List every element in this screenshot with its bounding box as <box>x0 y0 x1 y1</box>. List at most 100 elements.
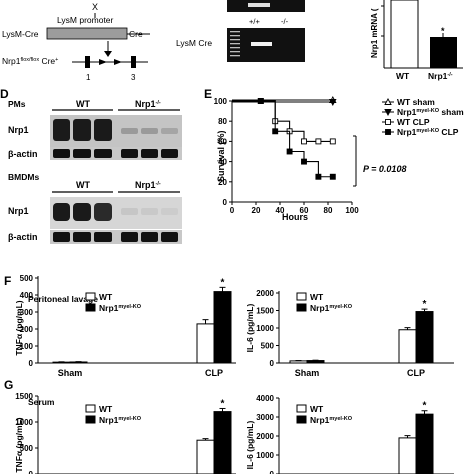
blot-band <box>161 149 178 158</box>
survival-point <box>301 138 307 145</box>
bmdm-title: BMDMs <box>8 172 39 182</box>
survival-point <box>301 158 307 165</box>
lysm-promoter-label: LysM promoter <box>57 15 114 25</box>
section-title-g: Serum <box>28 397 55 407</box>
pm-row1-label: Nrp1 <box>8 125 29 135</box>
legend-label: WT CLP <box>397 117 430 127</box>
legend-swatch-ko <box>85 303 96 312</box>
section-title-f: Peritoneal lavage <box>28 294 98 304</box>
blot-band <box>141 149 158 158</box>
panel-e-survival: E Survival (%) Hours P = 0.0108 0 20 40 60 8… <box>204 87 464 222</box>
ladder-band <box>230 39 240 41</box>
survival-x-tick-label: 100 <box>345 206 359 215</box>
legend-swatch-ko <box>296 303 307 312</box>
bar-wt <box>289 360 308 364</box>
blot-band-faint <box>121 208 138 215</box>
bar-wt <box>398 329 417 364</box>
bar-y-tick-label: 0 <box>29 470 34 474</box>
bar-y-tick-label: 200 <box>20 325 34 334</box>
bar-y-tick-label: 500 <box>20 274 34 283</box>
deletion-mark: X <box>92 2 98 12</box>
survival-point <box>315 138 322 145</box>
legend-label-ko: Nrp1myel-KO <box>99 415 142 425</box>
ladder-band <box>230 35 240 37</box>
significance-star: * <box>423 401 427 412</box>
blot-band-faint <box>141 128 158 134</box>
bmdm-ko-label: Nrp1-/- <box>135 180 161 190</box>
bar-y-tick-label: 500 <box>261 342 275 351</box>
blot-band <box>53 232 70 242</box>
significance-star: * <box>221 398 225 409</box>
blot-band <box>73 232 91 242</box>
bar-ylabel: TNFα (pg/mL) <box>14 300 24 355</box>
survival-point <box>286 148 293 155</box>
bar-ko <box>213 291 232 364</box>
survival-y-tick-label: 100 <box>214 97 228 106</box>
survival-x-tick-label: 80 <box>324 206 333 215</box>
blot-band <box>94 203 112 221</box>
genotype-ko: -/- <box>281 17 289 26</box>
mrna-ylabel: Nrp1 mRNA ( <box>370 8 379 58</box>
mrna-significance: * <box>441 26 445 36</box>
legend-marker <box>384 98 392 105</box>
legend-swatch-wt <box>296 404 307 413</box>
blot-band <box>53 119 70 141</box>
panel-letter-f: F <box>4 274 11 288</box>
chart-f-tnfa: TNFα (pg/mL) 0 100 200 300 400 500 Sham CLP * WTNr… <box>14 274 236 378</box>
ladder-band <box>230 55 240 57</box>
survival-y-tick-label: 0 <box>223 198 228 207</box>
loxp-site-icon <box>99 59 107 65</box>
pm-title: PMs <box>8 99 26 109</box>
survival-ylabel: Survival (%) <box>216 130 226 182</box>
bar-category-label: CLP <box>205 368 223 378</box>
legend-marker <box>384 109 392 116</box>
survival-y-tick-label: 80 <box>218 117 227 126</box>
bar-y-tick-label: 300 <box>20 308 34 317</box>
pm-ko-label: Nrp1-/- <box>135 99 161 109</box>
bar-y-tick-label: 1500 <box>15 392 33 401</box>
blot-band-faint <box>161 128 178 134</box>
legend-label-wt: WT <box>99 292 113 302</box>
bar-wt <box>196 439 215 474</box>
legend-label: Nrp1myel-KO CLP <box>397 127 459 137</box>
significance-star: * <box>221 277 225 288</box>
survival-point <box>329 138 336 145</box>
chart-g-il6: IL-6 (pg/mL) 0 1000 2000 3000 4000 * WTNrp1myel… <box>245 394 454 474</box>
panel-d-western: D PMs WT Nrp1-/- Nrp1 β-actin BMDMs WT N… <box>0 87 182 244</box>
ladder-band <box>230 31 240 33</box>
bar-ko <box>415 311 434 364</box>
bar-y-tick-label: 4000 <box>256 394 274 403</box>
blot-band-faint <box>161 208 178 215</box>
survival-x-tick-label: 0 <box>230 206 235 215</box>
gel-band <box>248 3 270 7</box>
blot-band <box>121 232 138 242</box>
survival-point <box>272 128 279 135</box>
nrp1-flox-label: Nrp1flox/flox Cre+ <box>2 56 58 66</box>
pm-nrp1-blot <box>50 115 182 149</box>
bar-ko <box>213 411 232 474</box>
bar-y-tick-label: 0 <box>270 470 275 474</box>
blot-band <box>73 203 91 221</box>
survival-xlabel: Hours <box>282 212 308 222</box>
legend-swatch-wt <box>85 292 96 301</box>
bar-category-label: Sham <box>295 368 320 378</box>
bar-y-tick-label: 1500 <box>256 307 274 316</box>
exon-3 <box>131 56 136 68</box>
survival-point <box>257 98 264 104</box>
gel-label: LysM Cre <box>176 38 212 48</box>
legend-label-wt: WT <box>310 292 324 302</box>
blot-band <box>53 149 70 158</box>
panel-letter-e: E <box>204 87 212 101</box>
bar-y-tick-label: 1000 <box>256 451 274 460</box>
survival-x-tick-label: 60 <box>300 206 309 215</box>
survival-pvalue: P = 0.0108 <box>363 164 406 174</box>
legend-label-ko: Nrp1myel-KO <box>310 303 353 313</box>
promoter-box <box>46 27 128 40</box>
mrna-cat-ko: Nrp1-/- <box>428 71 453 81</box>
bar-ylabel: IL-6 (pg/mL) <box>245 304 255 353</box>
survival-point <box>315 173 322 180</box>
bar-wt <box>398 437 417 474</box>
arrow-down-icon <box>104 51 112 57</box>
panel-letter-d: D <box>0 87 9 101</box>
